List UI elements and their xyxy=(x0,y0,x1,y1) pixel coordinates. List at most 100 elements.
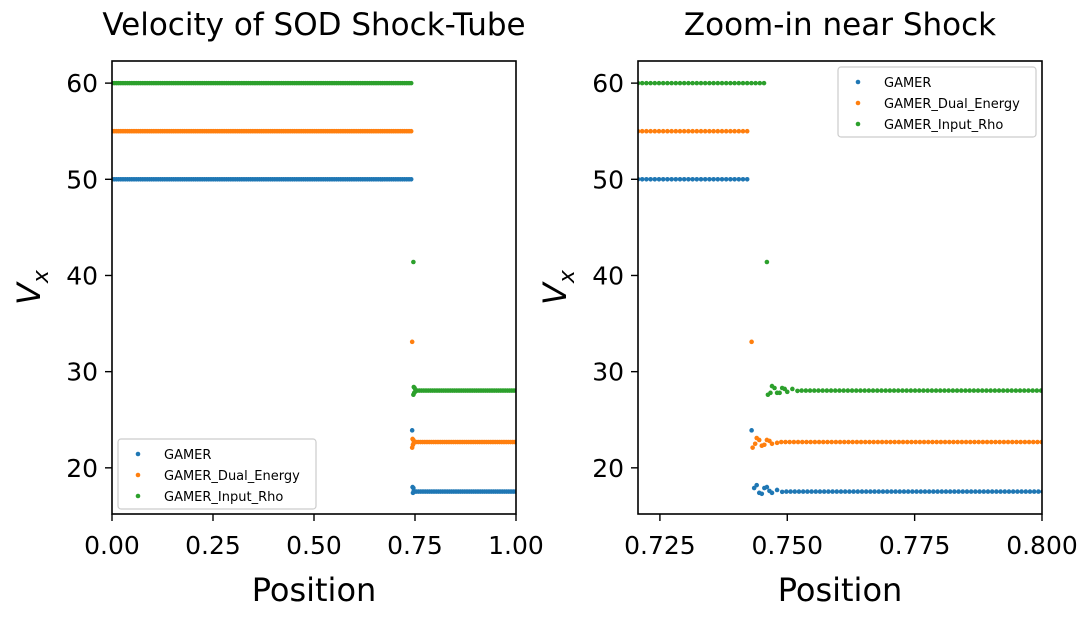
data-point xyxy=(702,177,708,182)
data-point xyxy=(1000,388,1006,393)
data-point xyxy=(698,80,704,86)
data-point xyxy=(921,388,926,393)
data-point xyxy=(883,439,889,445)
data-point xyxy=(677,128,683,134)
data-point xyxy=(854,439,860,445)
data-point xyxy=(960,489,966,494)
data-point xyxy=(846,439,851,445)
data-point xyxy=(937,388,943,393)
data-point xyxy=(698,128,704,134)
data-point xyxy=(916,388,922,393)
data-point xyxy=(648,128,653,134)
data-point xyxy=(669,128,674,134)
data-point xyxy=(947,489,953,494)
data-point xyxy=(1005,388,1010,393)
data-point xyxy=(1023,489,1029,494)
data-point xyxy=(900,388,905,393)
data-point xyxy=(681,177,687,182)
x-tick-label: 0.00 xyxy=(84,531,140,560)
data-point xyxy=(841,439,847,445)
data-point xyxy=(1005,439,1011,445)
data-point xyxy=(913,439,918,445)
data-point xyxy=(665,128,670,134)
data-point xyxy=(879,439,885,445)
data-point xyxy=(669,80,674,86)
data-point xyxy=(866,388,872,393)
data-point xyxy=(958,388,964,393)
data-point xyxy=(808,439,813,445)
data-point xyxy=(1002,489,1008,494)
data-point xyxy=(851,489,856,494)
data-point xyxy=(719,128,725,134)
data-point xyxy=(804,439,809,445)
data-point xyxy=(757,80,763,86)
data-point xyxy=(648,177,653,182)
chart-title: Zoom-in near Shock xyxy=(684,7,996,43)
data-point xyxy=(825,439,830,445)
data-point xyxy=(884,489,890,494)
data-point xyxy=(750,445,755,450)
data-point xyxy=(1031,489,1037,494)
data-point xyxy=(942,388,947,393)
data-point xyxy=(985,489,991,494)
data-point xyxy=(764,259,770,265)
data-point xyxy=(963,439,969,445)
data-point xyxy=(811,388,817,393)
data-point xyxy=(753,80,758,86)
series-GAMER xyxy=(112,177,516,496)
data-point xyxy=(858,439,864,445)
data-point xyxy=(711,128,716,134)
data-point xyxy=(976,439,981,445)
data-point xyxy=(409,339,415,345)
data-point xyxy=(772,385,777,391)
data-point xyxy=(977,489,982,494)
data-point xyxy=(749,339,754,345)
x-tick-label: 0.750 xyxy=(751,531,823,560)
data-point xyxy=(993,439,998,445)
data-point xyxy=(711,177,716,182)
data-point xyxy=(736,177,742,182)
data-point xyxy=(408,177,414,182)
x-axis-label: Position xyxy=(778,571,903,609)
data-point xyxy=(946,388,951,393)
x-tick-label: 0.775 xyxy=(879,531,951,560)
legend-label: GAMER_Input_Rho xyxy=(884,118,1003,133)
data-point xyxy=(849,388,855,393)
data-point xyxy=(686,80,691,86)
data-point xyxy=(1030,388,1035,393)
data-point xyxy=(897,489,903,494)
data-point xyxy=(749,80,754,86)
data-point xyxy=(908,388,914,393)
data-point xyxy=(858,388,863,393)
data-point xyxy=(979,388,985,393)
y-tick-label: 50 xyxy=(66,165,98,194)
data-point xyxy=(939,489,945,494)
data-point xyxy=(838,489,844,494)
data-point xyxy=(639,128,645,134)
series-GAMER_Dual_Energy xyxy=(112,128,516,450)
data-point xyxy=(777,390,782,396)
data-point xyxy=(690,128,695,134)
data-point xyxy=(707,128,712,134)
data-point xyxy=(795,439,801,445)
x-tick-label: 0.50 xyxy=(286,531,342,560)
data-point xyxy=(805,489,810,494)
data-point xyxy=(952,489,957,494)
data-point xyxy=(925,439,931,445)
data-point xyxy=(972,439,977,445)
data-point xyxy=(732,128,737,134)
data-point xyxy=(901,489,907,494)
data-point xyxy=(931,489,936,494)
data-point xyxy=(656,80,662,86)
data-point xyxy=(850,439,855,445)
data-point xyxy=(644,128,649,134)
data-point xyxy=(809,489,814,494)
data-point xyxy=(669,177,674,182)
data-point xyxy=(740,80,746,86)
data-point xyxy=(778,439,784,445)
data-point xyxy=(914,489,919,494)
data-point xyxy=(992,388,998,393)
data-point xyxy=(1030,439,1036,445)
data-point xyxy=(871,439,876,445)
